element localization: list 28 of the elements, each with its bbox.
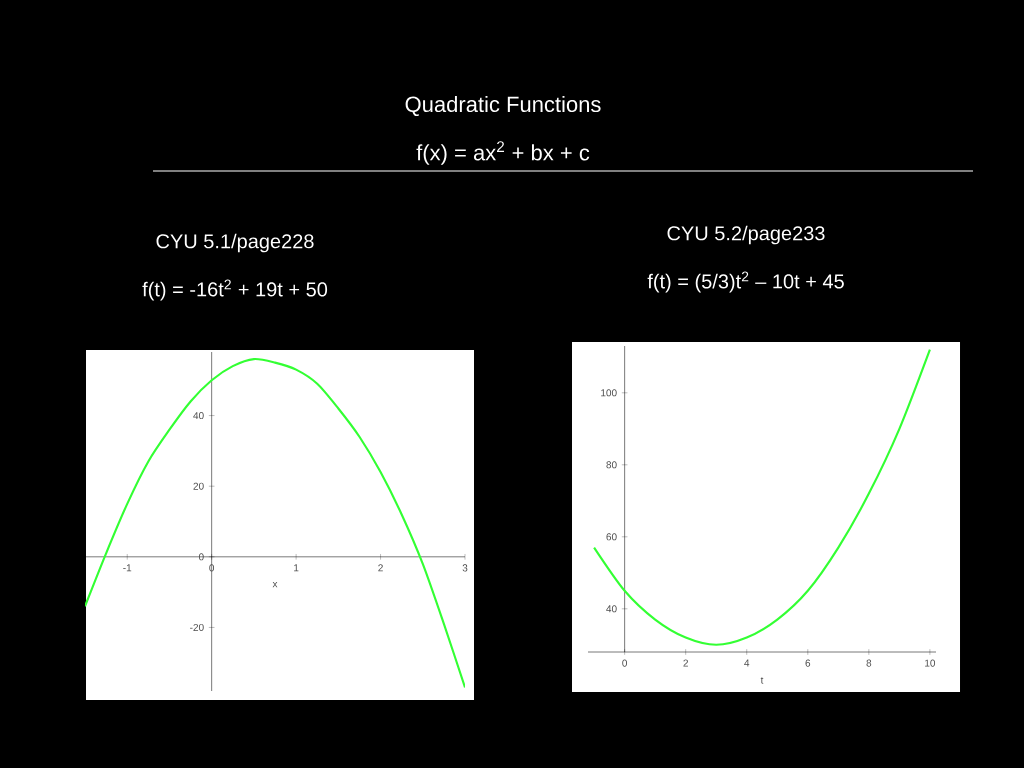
line-series xyxy=(593,348,931,646)
y-tick-label: 20 xyxy=(193,482,204,490)
x-tick-label: 2 xyxy=(378,564,383,572)
x-tick-label: 8 xyxy=(866,659,872,667)
x-tick-label: 0 xyxy=(209,564,215,572)
chart-subtitle: f(t) = (5/3)t$^{2}$ – 10t + 45 xyxy=(647,271,844,293)
text: f(x) = ax$^{2}$ + bx + c xyxy=(416,141,590,165)
chart-title: CYU 5.1/page228 xyxy=(156,233,314,253)
x-axis-title: x xyxy=(272,581,278,588)
chart-subtitle: f(t) = -16t$^{2}$ + 19t + 50 xyxy=(142,279,328,301)
y-tick-label: 0 xyxy=(198,553,204,561)
x-tick-label: -1 xyxy=(123,564,132,572)
x-tick-label: 6 xyxy=(805,659,811,667)
text: Quadratic Functions xyxy=(405,95,601,117)
x-tick-label: 0 xyxy=(622,659,628,667)
y-tick-label: 60 xyxy=(606,533,617,541)
x-tick-label: 10 xyxy=(925,659,936,667)
y-tick-label: -20 xyxy=(190,623,204,631)
x-tick-label: 3 xyxy=(462,564,468,572)
x-tick-label: 2 xyxy=(683,659,688,667)
y-tick-label: 100 xyxy=(601,389,617,397)
x-tick-label: 4 xyxy=(744,659,750,667)
y-tick-label: 80 xyxy=(606,461,617,469)
x-axis-title: t xyxy=(760,677,764,684)
x-tick-label: 1 xyxy=(294,564,299,572)
y-tick-label: 40 xyxy=(606,605,617,613)
chart-title: CYU 5.2/page233 xyxy=(667,225,825,245)
y-tick-label: 40 xyxy=(193,412,204,420)
